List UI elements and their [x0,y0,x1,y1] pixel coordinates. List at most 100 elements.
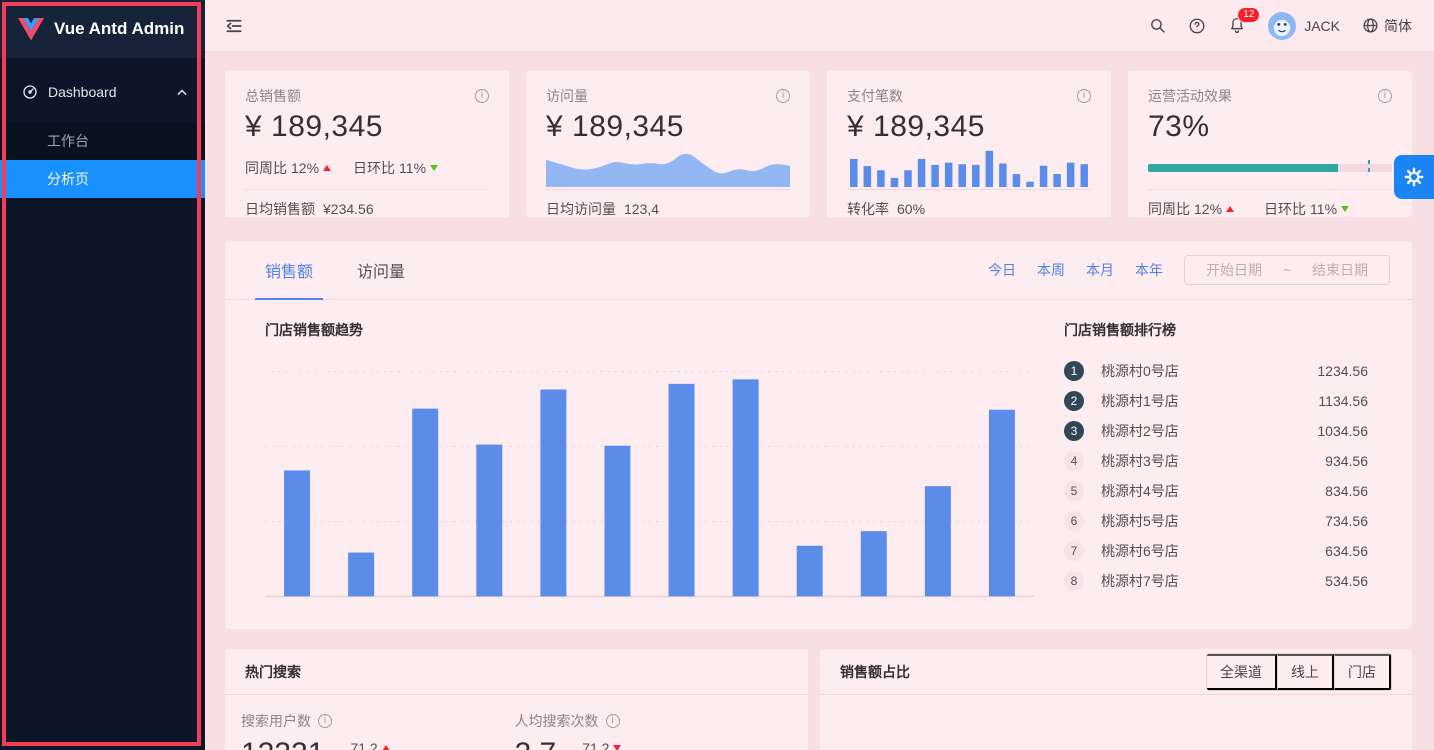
date-start-input[interactable] [1195,261,1273,279]
language-switcher[interactable]: 简体 [1362,16,1412,36]
rank-row: 4 桃源村3号店 934.56 [1064,446,1368,476]
info-icon[interactable]: i [475,89,489,103]
footer-value: 123,4 [624,201,660,217]
metric-day-ratio: 日环比 11% [353,158,439,178]
store-name: 桃源村2号店 [1101,423,1179,439]
date-range-picker: ~ [1184,255,1390,285]
metric-week-ratio: 同周比 12% [1148,199,1235,219]
caret-down-icon [430,165,439,171]
info-icon[interactable]: i [1077,89,1091,103]
date-end-input[interactable] [1301,261,1379,279]
tab-visits[interactable]: 访问量 [357,264,406,281]
store-sales-bar-chart [265,371,1034,598]
rank-row: 1 桃源村0号店 1234.56 [1064,356,1368,386]
sales-share-pie-chart: 事例五: 9% [820,695,1412,750]
channel-store-button[interactable]: 门店 [1334,653,1391,690]
search-icon[interactable] [1149,17,1166,34]
payments-bar-chart [850,150,1088,187]
settings-gear-button[interactable] [1394,155,1434,199]
locale-label: 简体 [1384,17,1412,34]
metric-day-ratio: 日环比 11% [1264,199,1350,219]
store-sales-value: 934.56 [1325,453,1368,469]
progress-fill [1148,164,1339,172]
panel-title: 销售额占比 [840,663,910,680]
sales-share-panel: 销售额占比 全渠道 线上 门店 事例五: 9% [820,649,1412,750]
caret-down-icon [613,745,622,750]
rank-row: 3 桃源村2号店 1034.56 [1064,416,1368,446]
card-value: ¥ 189,345 [245,110,383,143]
filter-year[interactable]: 本年 [1135,262,1163,278]
info-icon[interactable]: i [605,714,620,728]
sidebar-fold-button[interactable] [225,17,243,35]
sidebar: Vue Antd Admin Dashboard 工作台 分析页 [0,0,205,750]
info-icon[interactable]: i [318,714,332,728]
sidebar-item-label: Dashboard [48,84,117,100]
card-title: 访问量 [546,88,588,104]
campaign-progress-bar [1148,160,1392,176]
user-menu[interactable]: JACK [1268,11,1340,40]
caret-up-icon [1226,206,1235,212]
store-sales-value: 534.56 [1325,573,1368,589]
card-title: 支付笔数 [847,88,903,104]
gear-icon [1403,166,1425,188]
progress-target-marker [1367,160,1370,176]
dashboard-gauge-icon [22,84,38,100]
rank-list: 1 桃源村0号店 1234.56 2 桃源村1号店 1134.56 3 桃源村2号店 1034.… [1064,356,1368,596]
notification-badge: 12 [1237,7,1261,23]
tab-sales[interactable]: 销售额 [254,241,324,300]
filter-week[interactable]: 本周 [1037,262,1065,278]
store-name: 桃源村3号店 [1101,453,1179,469]
channel-online-button[interactable]: 线上 [1277,653,1334,690]
channel-radio-group: 全渠道 线上 门店 [1206,652,1392,691]
avatar [1268,11,1297,40]
notifications-button[interactable]: 12 [1228,7,1261,35]
sidebar-item-dashboard[interactable]: Dashboard [0,72,205,112]
filter-month[interactable]: 本月 [1086,262,1114,278]
card-value: 73% [1148,110,1210,143]
sidebar-item-analysis[interactable]: 分析页 [0,160,205,198]
sidebar-item-workbench[interactable]: 工作台 [47,133,89,149]
page-content: 总销售额 i ¥ 189,345 同周比 12% 日环比 11% 日均销售额 ¥23… [205,53,1434,750]
sales-panel: 销售额 访问量 今日 本周 本月 本年 ~ 门店销售额趋势 [225,241,1412,629]
visits-area-chart [546,153,790,187]
store-sales-value: 634.56 [1325,543,1368,559]
rank-title: 门店销售额排行榜 [1064,322,1176,338]
store-name: 桃源村4号店 [1101,483,1179,499]
store-sales-value: 1134.56 [1318,393,1368,409]
help-icon[interactable] [1188,17,1206,35]
channel-all-button[interactable]: 全渠道 [1207,653,1277,690]
info-icon[interactable]: i [776,89,790,103]
rank-badge: 7 [1064,541,1084,561]
rank-row: 7 桃源村6号店 634.56 [1064,536,1368,566]
rank-badge: 2 [1064,391,1084,411]
caret-down-icon [1341,206,1350,212]
store-name: 桃源村6号店 [1101,543,1179,559]
footer-value: 60% [897,201,926,217]
chart-title: 门店销售额趋势 [265,322,363,338]
app-logo[interactable]: Vue Antd Admin [0,0,205,58]
footer-label: 日均访问量 [546,201,616,217]
card-value: ¥ 189,345 [546,110,684,143]
stat-card-total-sales: 总销售额 i ¥ 189,345 同周比 12% 日环比 11% 日均销售额 ¥23… [225,71,509,217]
annotation-highlight [2,2,201,746]
info-icon[interactable]: i [1378,89,1392,103]
bottom-row: 热门搜索 搜索用户数 i 12321 71.2 [225,649,1412,750]
main-area: 12 JACK [205,0,1434,750]
stat-change: 71.2 [582,740,622,750]
stat-value: 12321 [241,737,324,750]
footer-label: 日均销售额 [245,201,315,217]
vue-logo-icon [18,17,44,41]
stat-search-per-user: 人均搜索次数 i 2.7 71.2 [515,711,789,750]
rank-badge: 3 [1064,421,1084,441]
card-value: ¥ 189,345 [847,110,985,143]
stat-change: 71.2 [350,740,390,750]
store-name: 桃源村0号店 [1101,363,1179,379]
rank-badge: 6 [1064,511,1084,531]
store-sales-value: 1234.56 [1317,363,1368,379]
caret-up-icon [323,165,332,171]
sales-tabs: 销售额 访问量 [254,241,406,300]
store-sales-value: 1034.56 [1317,423,1368,439]
dashboard-submenu: 工作台 分析页 [0,122,205,198]
filter-today[interactable]: 今日 [988,262,1016,278]
hot-search-panel: 热门搜索 搜索用户数 i 12321 71.2 [225,649,808,750]
